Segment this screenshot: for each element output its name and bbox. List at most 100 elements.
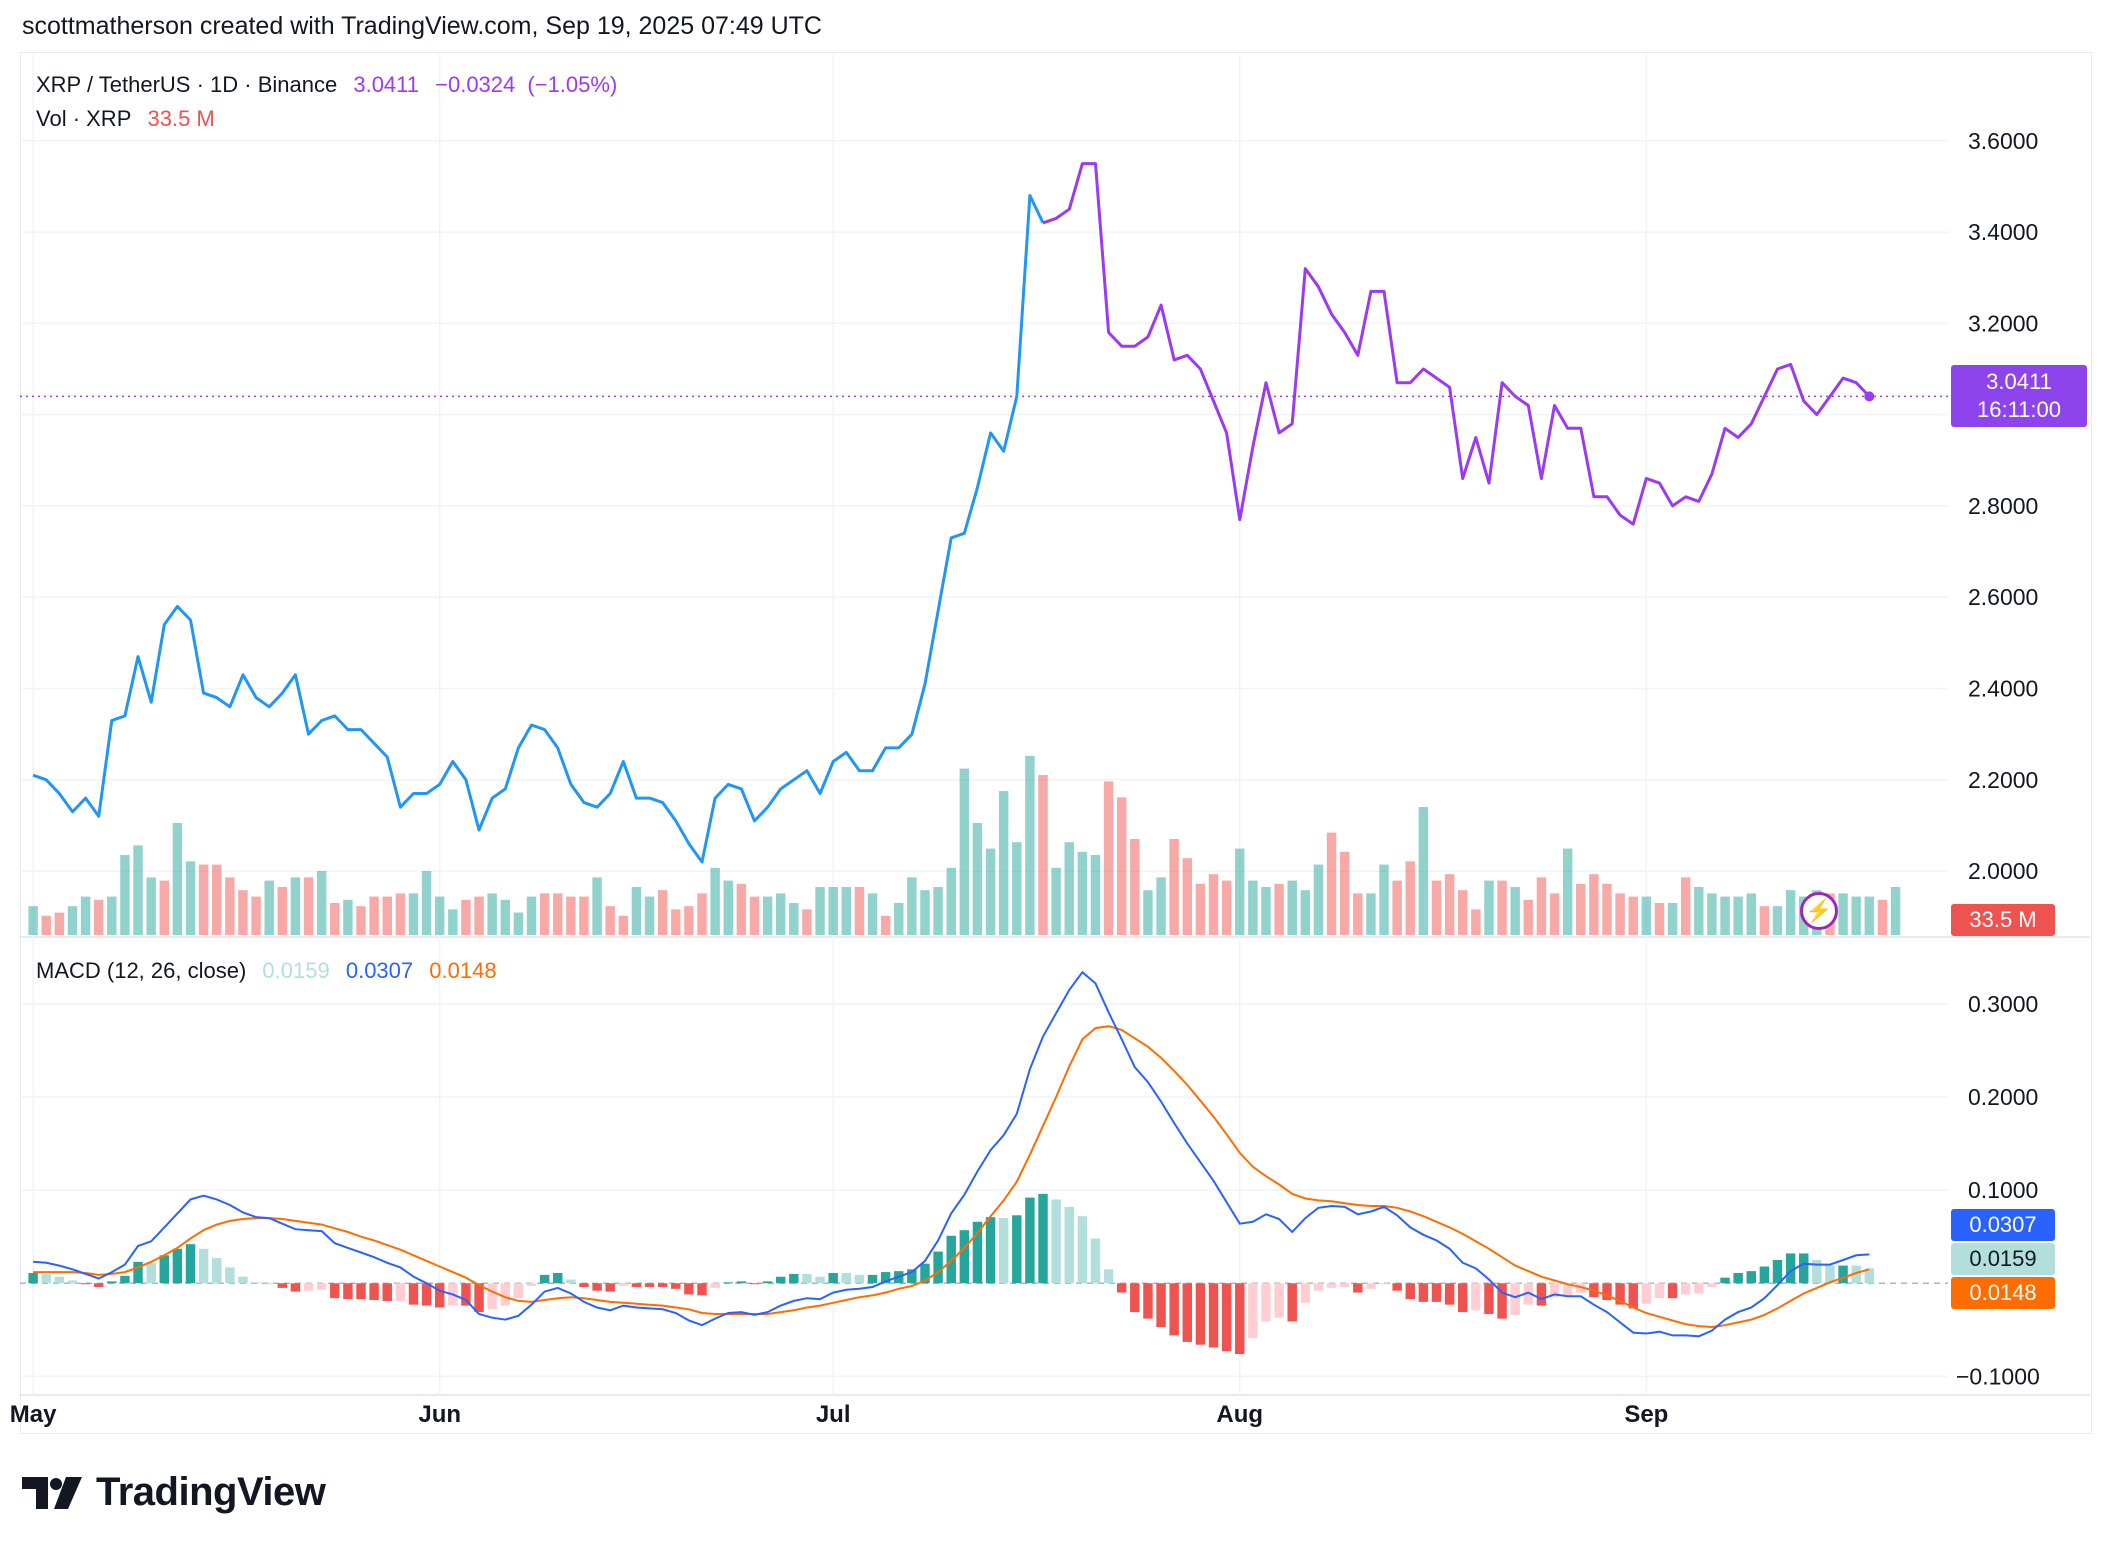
volume-bar	[1379, 864, 1389, 935]
volume-bar	[172, 823, 183, 935]
volume-bar	[487, 893, 497, 935]
macd-histogram-bar	[93, 1283, 104, 1287]
macd-histogram-bar	[1497, 1283, 1507, 1319]
macd-histogram-bar	[1851, 1265, 1861, 1284]
macd-histogram-bar	[225, 1267, 235, 1284]
macd-histogram-bar	[421, 1283, 432, 1306]
volume-bar	[343, 899, 353, 935]
volume-bar	[1602, 883, 1612, 935]
chart-frame	[20, 52, 2092, 1434]
macd-histogram-bar	[1746, 1271, 1756, 1284]
macd-histogram-bar	[1628, 1283, 1638, 1309]
macd-histogram-bar	[1051, 1199, 1061, 1284]
volume-bar	[80, 896, 91, 935]
macd-histogram-bar	[1248, 1283, 1258, 1339]
macd-histogram-bar	[1471, 1283, 1481, 1311]
macd-histogram-bar	[1484, 1283, 1494, 1314]
macd-histogram-bar	[28, 1273, 38, 1284]
macd-histogram-bar	[146, 1262, 156, 1284]
volume-bar	[1038, 775, 1048, 935]
volume-bar	[277, 887, 288, 935]
macd-histogram-bar	[880, 1272, 891, 1284]
volume-bar	[1366, 893, 1376, 935]
volume-bar	[1287, 880, 1297, 935]
volume-bar	[1300, 890, 1311, 935]
macd-histogram-bar	[1339, 1283, 1350, 1287]
macd-histogram-bar	[723, 1282, 733, 1284]
macd-histogram-bar	[1116, 1283, 1127, 1293]
volume-bar	[592, 877, 602, 935]
volume-bar	[1274, 883, 1284, 935]
volume-bar	[1667, 903, 1678, 935]
macd-tick-label: −0.1000	[1956, 1363, 2040, 1389]
macd-histogram-bar	[933, 1251, 943, 1284]
macd-histogram-bar	[972, 1221, 983, 1284]
macd-histogram-bar	[1012, 1215, 1022, 1284]
lightning-bolt-icon[interactable]: ⚡	[1800, 892, 1838, 930]
macd-histogram-bar	[343, 1283, 353, 1300]
volume-bar	[1838, 893, 1848, 935]
macd-histogram-bar	[316, 1283, 327, 1290]
macd-histogram-bar	[408, 1283, 419, 1305]
macd-histogram-bar	[1025, 1197, 1035, 1284]
tradingview-logo-icon	[22, 1476, 82, 1509]
volume-value: 33.5 M	[147, 106, 215, 131]
macd-histogram-bar	[1667, 1283, 1678, 1299]
macd-histogram-bar	[461, 1283, 471, 1306]
volume-bar	[841, 887, 852, 935]
macd-histogram-bar	[1090, 1238, 1101, 1284]
price-tick-label: 2.4000	[1968, 676, 2038, 702]
volume-bar	[1130, 839, 1140, 935]
macd-histogram-bar	[1536, 1283, 1547, 1306]
volume-bar	[762, 896, 773, 935]
volume-bar	[330, 903, 340, 935]
macd-histogram-bar	[1864, 1268, 1875, 1284]
macd-histogram-bar	[1182, 1283, 1193, 1342]
macd-histogram-bar	[553, 1273, 563, 1284]
price-line-purple	[1042, 162, 1871, 526]
volume-bar	[1510, 887, 1520, 935]
macd-histogram-bar	[1366, 1283, 1376, 1289]
volume-bar	[1877, 899, 1888, 935]
tradingview-logo[interactable]: TradingView	[22, 1470, 326, 1515]
macd-histogram-bar	[684, 1283, 694, 1295]
volume-bar	[54, 912, 65, 935]
macd-histogram-bar	[1208, 1283, 1219, 1348]
time-tick-label: Jul	[816, 1401, 851, 1428]
macd-histogram-bar	[749, 1283, 760, 1285]
macd-histogram-bar	[159, 1255, 169, 1284]
volume-bar	[408, 893, 419, 935]
volume-bar	[1326, 832, 1337, 935]
macd-histogram-bar	[1654, 1283, 1665, 1299]
macd-histogram-bar	[356, 1283, 366, 1300]
volume-bar	[1025, 755, 1035, 935]
volume-bar	[605, 906, 615, 935]
chart-credit: scottmatherson created with TradingView.…	[22, 12, 822, 40]
volume-bar	[290, 877, 301, 935]
macd-histogram-bar	[277, 1283, 288, 1288]
volume-bar	[212, 864, 222, 935]
price-tick-label: 2.6000	[1968, 584, 2038, 610]
volume-bar	[854, 887, 865, 935]
macd-label: MACD (12, 26, close)	[36, 958, 247, 983]
volume-bar	[1444, 874, 1455, 935]
macd-histogram-bar	[303, 1283, 314, 1291]
macd-histogram-bar	[1379, 1283, 1389, 1285]
volume-bar	[815, 887, 825, 935]
macd-histogram-bar	[264, 1283, 274, 1285]
volume-bar	[1221, 880, 1232, 935]
volume-bar	[1536, 877, 1547, 935]
macd-histogram-bar	[631, 1283, 642, 1287]
price-tick-label: 2.8000	[1968, 493, 2038, 519]
volume-bar	[1733, 896, 1743, 935]
macd-hist-value: 0.0159	[262, 958, 330, 983]
volume-bar	[1064, 842, 1074, 935]
volume-bar	[972, 823, 983, 935]
volume-bar	[959, 768, 970, 935]
volume-bar	[395, 893, 406, 935]
macd-histogram-bar	[133, 1261, 143, 1284]
volume-bar	[697, 893, 707, 935]
macd-histogram-bar	[710, 1283, 720, 1288]
macd-histogram-bar	[54, 1276, 65, 1284]
